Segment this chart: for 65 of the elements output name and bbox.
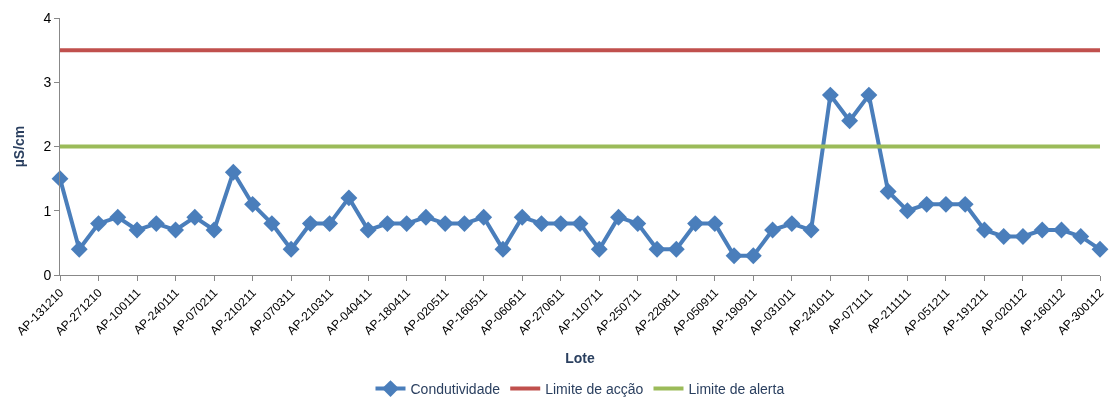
y-tick-label: 1 [43,202,52,219]
point [802,221,820,239]
point [70,240,88,258]
point [764,221,782,239]
point [744,247,762,265]
point [90,215,107,233]
point [975,221,993,239]
point [918,195,936,213]
point [455,215,473,233]
y-tick-label: 2 [43,138,52,155]
point [513,208,531,226]
legend-label: Limite de alerta [688,381,785,398]
point [571,215,589,233]
point [552,215,570,233]
point [224,163,242,181]
point [417,208,435,226]
point [898,202,916,220]
point [263,215,281,233]
point [1053,221,1070,239]
point [186,208,204,226]
point [821,86,839,104]
point [51,170,69,188]
point [687,215,705,233]
point [167,221,185,239]
point [706,215,724,233]
y-tick-label: 4 [43,9,52,26]
point [879,183,897,200]
point [128,221,146,239]
point [1033,221,1051,239]
point [937,195,955,213]
point [436,215,454,233]
point [398,215,416,233]
point [629,215,647,233]
point [995,228,1013,245]
legend-label: Limite de acção [545,381,644,398]
point [956,195,974,213]
point [725,247,743,265]
legend-label: Condutividade [410,381,501,398]
point [378,215,396,233]
point [841,112,859,130]
point [533,215,550,233]
point [648,240,666,258]
point [494,240,512,258]
point [667,240,685,258]
point [244,195,262,213]
point [1014,228,1032,245]
point [282,240,300,258]
point [109,208,127,226]
point [590,240,608,258]
point [783,215,801,233]
point [147,215,165,233]
y-tick-label: 0 [43,266,52,283]
point [340,189,358,207]
x-axis-title: Lote [565,349,595,366]
point [475,208,493,226]
point [359,221,377,239]
point [610,208,627,226]
point [301,215,319,233]
y-tick-label: 3 [43,74,52,91]
y-axis-title: µS/cm [11,125,27,168]
point [205,221,223,239]
point [1072,228,1090,245]
point [321,215,339,233]
point [1091,240,1109,258]
point [860,86,878,104]
